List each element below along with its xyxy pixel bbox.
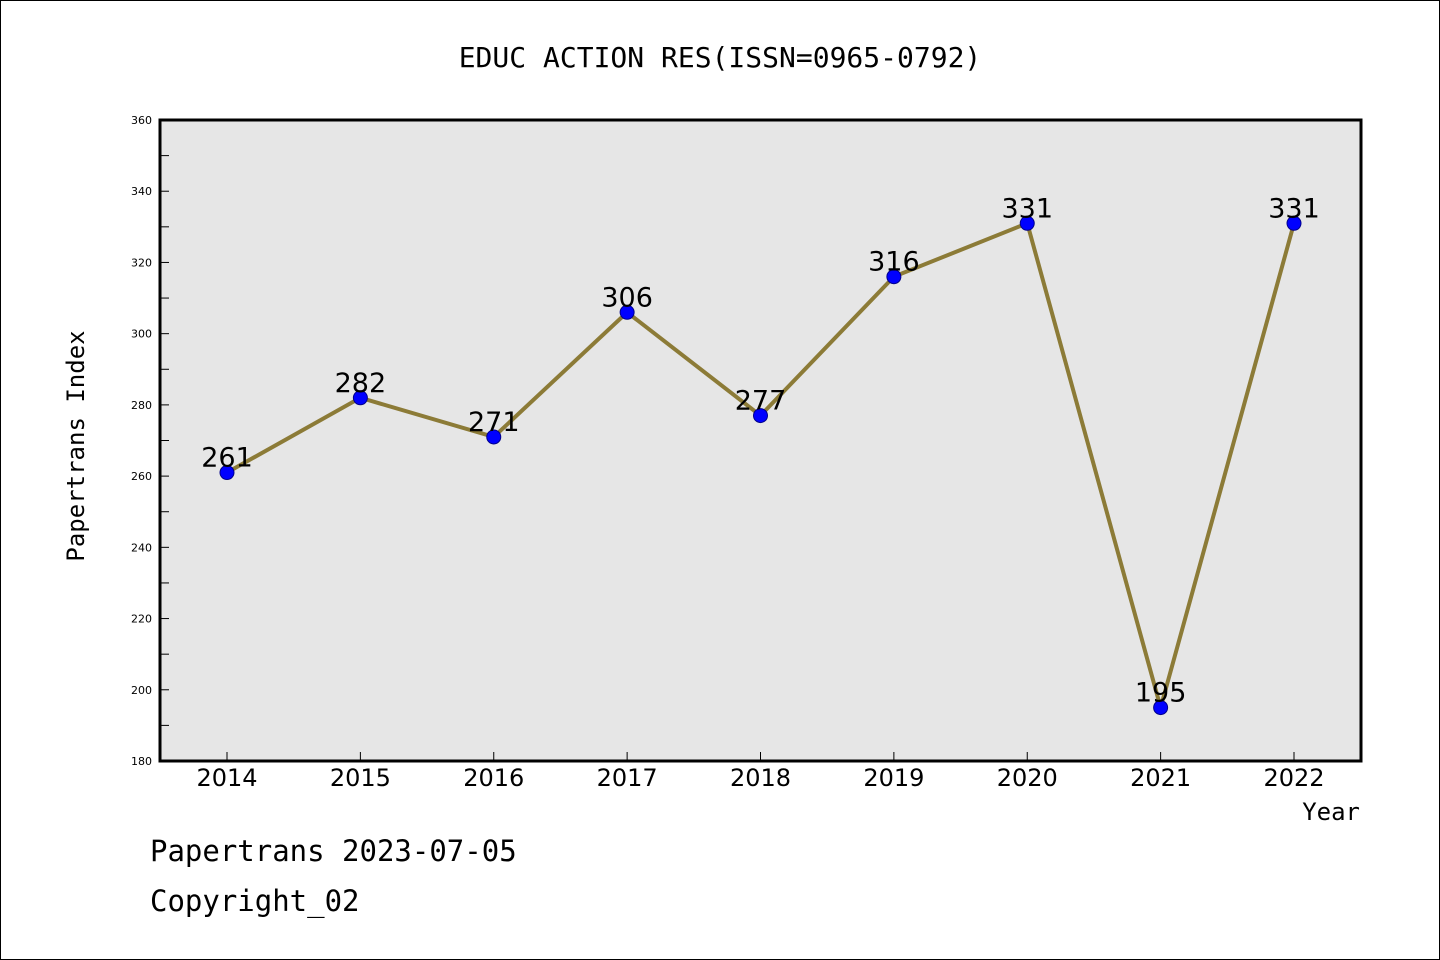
data-label: 282	[335, 368, 387, 399]
y-tick-label: 260	[131, 470, 152, 483]
y-tick-label: 220	[131, 613, 152, 626]
y-tick-label: 240	[131, 541, 152, 554]
data-label: 331	[1001, 193, 1053, 224]
x-tick-label: 2018	[730, 764, 791, 792]
data-point	[1153, 700, 1169, 716]
data-point	[352, 390, 368, 406]
data-label: 306	[601, 282, 653, 313]
x-tick-label: 2021	[1130, 764, 1191, 792]
x-axis: 2014 2015 2016 2017 2018 2019 2020 2021 2022	[196, 752, 1325, 792]
marker-group	[219, 215, 1302, 716]
x-tick-label: 2019	[863, 764, 924, 792]
chart-title: EDUC ACTION RES(ISSN=0965-0792)	[459, 41, 982, 74]
y-axis: 180 200 220 240 260 280 300 320 340 360	[131, 114, 169, 768]
data-point	[486, 429, 502, 445]
y-tick-label: 180	[131, 755, 152, 768]
x-tick-label: 2016	[463, 764, 524, 792]
data-label: 331	[1268, 193, 1320, 224]
data-point	[619, 304, 635, 320]
y-tick-label: 200	[131, 684, 152, 697]
data-label: 316	[868, 247, 920, 278]
data-point	[886, 269, 902, 285]
data-label: 261	[201, 443, 253, 474]
x-tick-label: 2017	[597, 764, 658, 792]
data-label: 195	[1135, 678, 1187, 709]
data-point	[1019, 215, 1035, 231]
data-label: 271	[468, 407, 520, 438]
y-axis-label: Papertrans Index	[62, 330, 90, 561]
x-tick-label: 2022	[1263, 764, 1324, 792]
plot-area	[158, 118, 1363, 763]
y-tick-label: 340	[131, 185, 152, 198]
x-axis-label: Year	[1302, 798, 1360, 826]
data-label-group: 261 282 271 306 277 316 331 195 331	[201, 193, 1320, 708]
data-point	[753, 408, 768, 424]
data-point	[219, 465, 235, 481]
y-tick-label: 360	[131, 114, 152, 127]
data-label: 277	[735, 386, 787, 417]
x-tick-label: 2015	[330, 764, 391, 792]
y-tick-label: 300	[131, 328, 152, 341]
y-tick-label: 320	[131, 256, 152, 269]
x-tick-label: 2020	[997, 764, 1058, 792]
y-tick-label: 280	[131, 399, 152, 412]
footer-date: Papertrans 2023-07-05	[150, 834, 517, 868]
x-tick-label: 2014	[196, 764, 257, 792]
data-point	[1286, 215, 1302, 231]
footer-copyright: Copyright_02	[150, 884, 360, 918]
